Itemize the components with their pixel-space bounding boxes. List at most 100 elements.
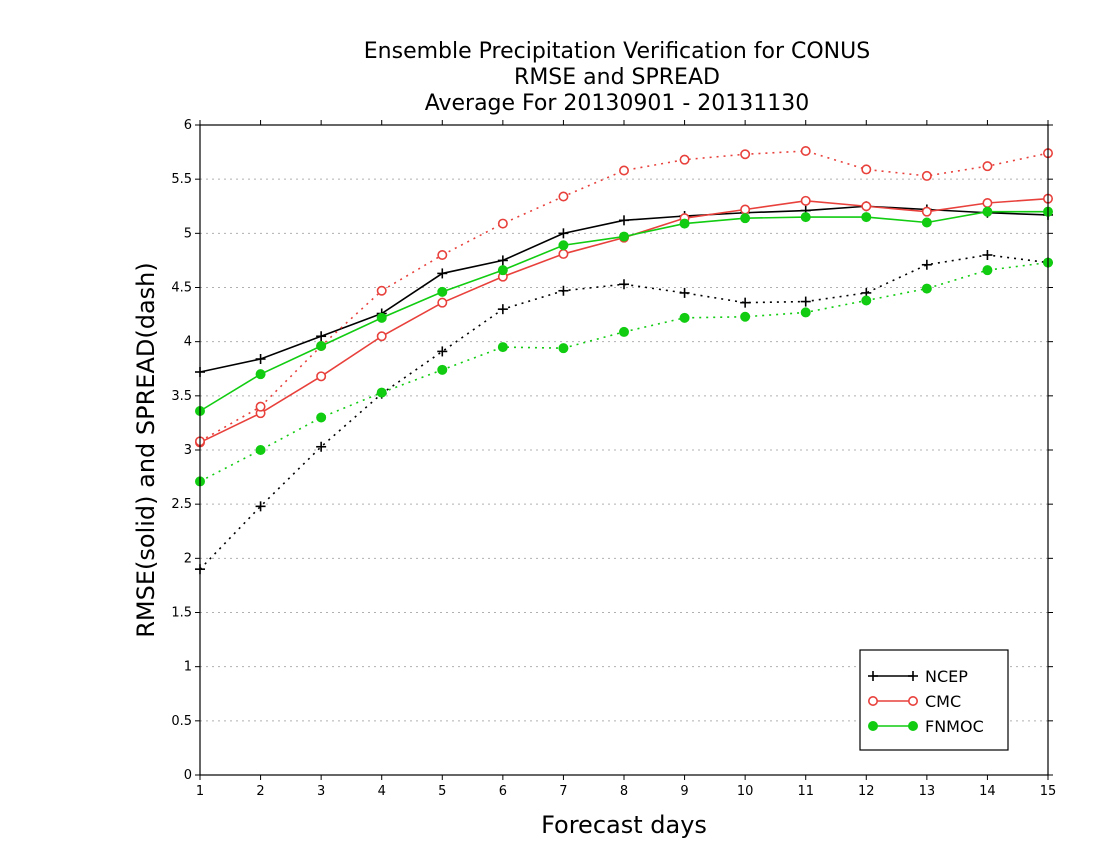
data-point-cmc-spread [679, 154, 690, 165]
data-point-cmc-rmse [316, 371, 327, 382]
y-tick-label: 0.5 [171, 714, 192, 729]
data-point-fnmoc-rmse [437, 286, 448, 297]
data-point-fnmoc-spread [679, 312, 690, 323]
data-point-cmc-spread [861, 164, 872, 175]
data-point-cmc-spread [437, 250, 448, 261]
data-point-fnmoc-rmse [861, 212, 872, 223]
legend-item-ncep: NCEP [868, 667, 968, 686]
x-axis-label: Forecast days [541, 811, 707, 839]
y-tick-label: 2 [184, 551, 192, 566]
series-fnmoc-rmse [195, 206, 1053, 416]
x-tick-label: 3 [317, 784, 325, 799]
data-point-cmc-rmse [558, 248, 569, 259]
data-point-fnmoc-spread [497, 342, 508, 353]
x-tick-label: 8 [620, 784, 628, 799]
data-point-ncep-spread [800, 296, 811, 307]
data-point-ncep-rmse [437, 268, 448, 279]
data-point-ncep-spread [255, 501, 266, 512]
data-point-cmc-spread [497, 218, 508, 229]
y-tick-label: 5 [184, 226, 192, 241]
data-point-cmc-rmse [921, 206, 932, 217]
data-point-fnmoc-rmse [316, 341, 327, 351]
data-point-fnmoc-spread [921, 283, 932, 294]
data-point-ncep-spread [679, 287, 690, 298]
legend-label: FNMOC [925, 717, 984, 736]
x-tick-label: 13 [919, 784, 936, 799]
series-line-ncep-spread [199, 254, 1049, 570]
y-tick-label: 1.5 [171, 606, 192, 621]
title-line-3: Average For 20130901 - 20131130 [425, 91, 810, 116]
data-point-ncep-rmse [619, 215, 629, 226]
legend-box [859, 649, 1009, 751]
legend: NCEP CMC FNMOC [859, 649, 1009, 751]
data-point-cmc-rmse [376, 331, 387, 342]
x-tick-label: 11 [797, 784, 814, 799]
data-point-cmc-rmse [800, 195, 811, 206]
title-line-1: Ensemble Precipitation Verification for … [364, 39, 870, 64]
legend-marker [867, 695, 878, 706]
data-point-cmc-spread [255, 401, 266, 412]
data-point-ncep-spread [437, 346, 448, 357]
legend-label: NCEP [925, 667, 968, 686]
data-point-fnmoc-spread [316, 412, 327, 423]
y-tick-label: 3.5 [171, 389, 192, 404]
data-point-fnmoc-rmse [800, 212, 811, 223]
title-line-2: RMSE and SPREAD [514, 65, 720, 90]
legend-label: CMC [925, 692, 961, 711]
data-point-ncep-spread [558, 285, 569, 296]
y-tick-label: 0 [184, 768, 192, 783]
x-tick-label: 1 [196, 784, 204, 799]
series-cmc-spread [195, 146, 1054, 447]
legend-marker [908, 721, 918, 731]
data-point-fnmoc-spread [740, 311, 751, 322]
series-layer [195, 146, 1054, 575]
series-fnmoc-spread [195, 257, 1053, 487]
data-point-fnmoc-spread [255, 445, 266, 455]
data-point-cmc-spread [982, 161, 993, 172]
data-point-cmc-rmse [982, 198, 993, 209]
data-point-cmc-rmse [437, 297, 448, 308]
x-tick-label: 12 [858, 784, 875, 799]
data-point-cmc-rmse [740, 204, 751, 215]
data-point-ncep-rmse [316, 331, 327, 342]
data-point-fnmoc-spread [619, 326, 629, 337]
data-point-fnmoc-spread [861, 295, 872, 306]
series-line-cmc-spread [199, 150, 1049, 443]
y-tick-label: 3 [184, 443, 192, 458]
data-point-fnmoc-rmse [921, 217, 932, 228]
data-point-fnmoc-rmse [497, 265, 508, 276]
data-point-cmc-spread [618, 165, 629, 176]
y-axis: 0 0.5 1 1.5 2 2.5 3 3.5 4 4.5 5 5.5 6 [171, 118, 1053, 783]
data-point-fnmoc-rmse [558, 240, 569, 251]
data-point-fnmoc-rmse [982, 206, 993, 217]
data-point-ncep-spread [982, 250, 993, 260]
data-point-cmc-spread [376, 285, 387, 296]
data-point-fnmoc-spread [982, 265, 993, 276]
series-ncep-spread [195, 250, 1053, 575]
x-tick-label: 7 [559, 784, 567, 799]
legend-marker [868, 671, 878, 681]
data-point-fnmoc-spread [437, 364, 448, 375]
y-tick-label: 1 [184, 660, 192, 675]
y-tick-label: 4.5 [171, 281, 192, 296]
y-tick-label: 5.5 [171, 172, 192, 187]
data-point-fnmoc-rmse [255, 369, 266, 380]
data-point-fnmoc-spread [800, 307, 811, 318]
data-point-ncep-spread [921, 259, 932, 270]
data-point-ncep-rmse [255, 354, 266, 364]
data-point-cmc-spread [558, 191, 569, 202]
x-tick-label: 10 [737, 784, 754, 799]
x-axis: 1 2 3 4 5 6 7 8 9 10 11 12 13 14 15 [196, 120, 1056, 799]
y-tick-label: 6 [184, 118, 192, 133]
legend-marker [907, 695, 918, 706]
x-tick-label: 15 [1040, 784, 1057, 799]
data-point-fnmoc-spread [558, 343, 569, 354]
data-point-fnmoc-rmse [679, 218, 690, 229]
data-point-cmc-rmse [861, 201, 872, 212]
data-point-cmc-spread [740, 149, 751, 160]
y-tick-label: 2.5 [171, 497, 192, 512]
data-point-fnmoc-rmse [376, 312, 387, 323]
legend-marker [908, 671, 918, 681]
data-point-fnmoc-rmse [619, 231, 629, 242]
